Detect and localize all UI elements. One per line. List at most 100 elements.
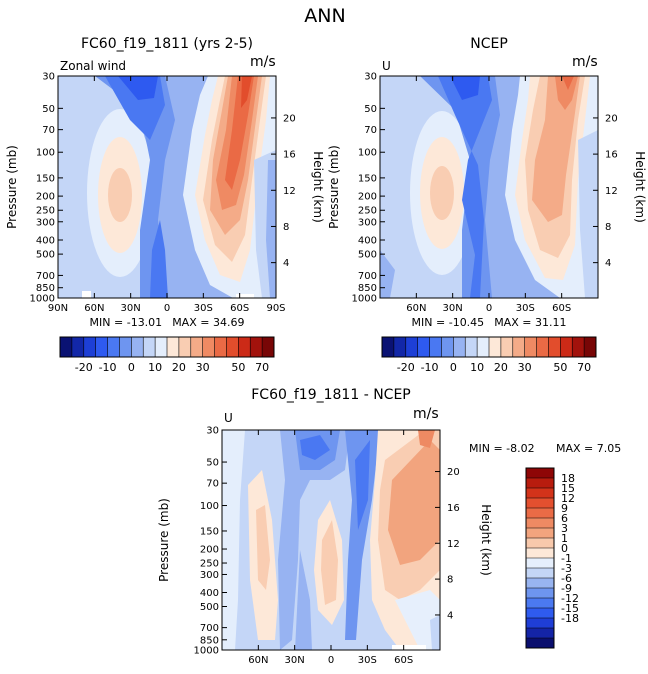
colorbar-1-label-10: 10 bbox=[470, 361, 484, 374]
colorbar-2-swatch-17 bbox=[526, 638, 554, 649]
panel-ncep-min: MIN = -10.45 bbox=[412, 316, 485, 329]
colorbar-1-swatch-0 bbox=[382, 337, 395, 357]
colorbar-1-swatch-3 bbox=[417, 337, 430, 357]
p1-ytick-100: 100 bbox=[358, 148, 377, 159]
p0-xtick-30N: 30N bbox=[121, 303, 141, 314]
colorbar-1-swatch-17 bbox=[584, 337, 597, 357]
p2-ytick-200: 200 bbox=[200, 545, 219, 556]
p2-ytick-100: 100 bbox=[200, 501, 219, 512]
p2-ytick-right-16: 16 bbox=[447, 503, 460, 514]
colorbar-0-swatch-14 bbox=[226, 337, 239, 357]
colorbar-2-label--15: -15 bbox=[561, 602, 579, 615]
colorbar-1-label-0: 0 bbox=[450, 361, 457, 374]
p2-ytick-right-8: 8 bbox=[447, 575, 453, 586]
colorbar-1-swatch-6 bbox=[453, 337, 466, 357]
colorbar-0-label-20: 20 bbox=[172, 361, 186, 374]
colorbar-0-swatch-3 bbox=[95, 337, 108, 357]
p2-ytick-right-4: 4 bbox=[447, 610, 453, 621]
colorbar-0-label-10: 10 bbox=[148, 361, 162, 374]
panel-ncep-max: MAX = 31.11 bbox=[494, 316, 566, 329]
p0-ytick-100: 100 bbox=[36, 148, 55, 159]
panel-model-max: MAX = 34.69 bbox=[172, 316, 244, 329]
p0-ytick-right-16: 16 bbox=[283, 150, 296, 161]
panel-ncep-title: NCEP bbox=[470, 36, 508, 52]
colorbar-2-label-9: 9 bbox=[561, 502, 568, 515]
colorbar-0-label--20: -20 bbox=[75, 361, 93, 374]
panel-diff-max: MAX = 7.05 bbox=[556, 442, 621, 455]
p2-ytick-right-12: 12 bbox=[447, 539, 460, 550]
p1-ytick-50: 50 bbox=[364, 104, 377, 115]
p0-ytick-150: 150 bbox=[36, 173, 55, 184]
panel-diff-variable-label: U bbox=[224, 411, 233, 425]
p1-xtick-60S: 60S bbox=[552, 303, 571, 314]
colorbar-0-swatch-5 bbox=[119, 337, 132, 357]
p1-ytick-300: 300 bbox=[358, 217, 377, 228]
colorbar-2-swatch-11 bbox=[526, 578, 554, 589]
panel-model-minmax: MIN = -13.01 MAX = 34.69 bbox=[90, 316, 245, 329]
panel-model: FC60_f19_1811 (yrs 2-5) Zonal wind m/s bbox=[5, 36, 325, 374]
panel-ncep-ylabel: Pressure (mb) bbox=[327, 145, 341, 229]
colorbar-2-label-3: 3 bbox=[561, 522, 568, 535]
colorbar-1-swatch-12 bbox=[524, 337, 537, 357]
colorbar-2-label--3: -3 bbox=[561, 562, 572, 575]
p0-xtick-60S: 60S bbox=[230, 303, 249, 314]
p2-xtick-30N: 30N bbox=[285, 655, 305, 666]
colorbar-1-swatch-4 bbox=[429, 337, 442, 357]
colorbar-1-swatch-5 bbox=[441, 337, 454, 357]
colorbar-1-label-70: 70 bbox=[577, 361, 591, 374]
p2-xtick-0: 0 bbox=[328, 655, 334, 666]
colorbar-0-label-0: 0 bbox=[128, 361, 135, 374]
colorbar-2-label--12: -12 bbox=[561, 592, 579, 605]
panel-diff: FC60_f19_1811 - NCEP U m/s Pressure (mb bbox=[157, 387, 621, 666]
p0-ytick-300: 300 bbox=[36, 217, 55, 228]
p2-ytick-70: 70 bbox=[206, 479, 219, 490]
panel-ncep-minmax: MIN = -10.45 MAX = 31.11 bbox=[412, 316, 567, 329]
colorbar-1-swatch-11 bbox=[512, 337, 525, 357]
p2-ytick-400: 400 bbox=[200, 588, 219, 599]
p0-xtick-90N: 90N bbox=[48, 303, 68, 314]
panel-ncep: NCEP U m/s Pressure (mb) Height (km) 30 5… bbox=[327, 36, 647, 374]
p0-xtick-60N: 60N bbox=[84, 303, 104, 314]
panel-model-title: FC60_f19_1811 (yrs 2-5) bbox=[81, 36, 253, 52]
p0-ytick-30: 30 bbox=[42, 72, 55, 83]
panel-ncep-units: m/s bbox=[572, 54, 598, 70]
colorbar-2-label-0: 0 bbox=[561, 542, 568, 555]
colorbar-1-swatch-9 bbox=[489, 337, 502, 357]
colorbar-1-label-50: 50 bbox=[553, 361, 567, 374]
panel-ncep-ylabel-right: Height (km) bbox=[633, 151, 647, 222]
colorbar-1-swatch-14 bbox=[548, 337, 561, 357]
p1-ytick-150: 150 bbox=[358, 173, 377, 184]
p2-xtick-60S: 60S bbox=[394, 655, 413, 666]
colorbar-0-swatch-11 bbox=[190, 337, 203, 357]
p0-ytick-500: 500 bbox=[36, 250, 55, 261]
p0-ytick-right-20: 20 bbox=[283, 113, 296, 124]
p1-ytick-right-12: 12 bbox=[605, 186, 618, 197]
p0-ytick-850: 850 bbox=[36, 283, 55, 294]
colorbar-0-swatch-7 bbox=[143, 337, 156, 357]
colorbar-0-swatch-13 bbox=[214, 337, 227, 357]
panel-model-contours bbox=[58, 76, 276, 298]
p2-ytick-300: 300 bbox=[200, 570, 219, 581]
colorbar-0-swatch-15 bbox=[238, 337, 251, 357]
p1-ytick-right-8: 8 bbox=[605, 222, 611, 233]
panel-model-units: m/s bbox=[250, 54, 276, 70]
colorbar-0-swatch-8 bbox=[155, 337, 168, 357]
p0-ytick-right-12: 12 bbox=[283, 186, 296, 197]
colorbar-2-label-1: 1 bbox=[561, 532, 568, 545]
colorbar-1-swatch-15 bbox=[560, 337, 573, 357]
p1-ytick-70: 70 bbox=[364, 125, 377, 136]
colorbar-0-swatch-6 bbox=[131, 337, 144, 357]
colorbar-2-label--1: -1 bbox=[561, 552, 572, 565]
colorbar-0-label-70: 70 bbox=[255, 361, 269, 374]
panel-diff-title: FC60_f19_1811 - NCEP bbox=[251, 387, 411, 403]
colorbar-2-swatch-12 bbox=[526, 588, 554, 599]
colorbar-2-swatch-10 bbox=[526, 568, 554, 579]
contour-fill-nh-jet-core bbox=[108, 168, 132, 222]
p0-ytick-250: 250 bbox=[36, 206, 55, 217]
panel-diff-ylabel: Pressure (mb) bbox=[157, 498, 171, 582]
p1-xtick-30N: 30N bbox=[443, 303, 463, 314]
p0-xtick-30S: 30S bbox=[194, 303, 213, 314]
